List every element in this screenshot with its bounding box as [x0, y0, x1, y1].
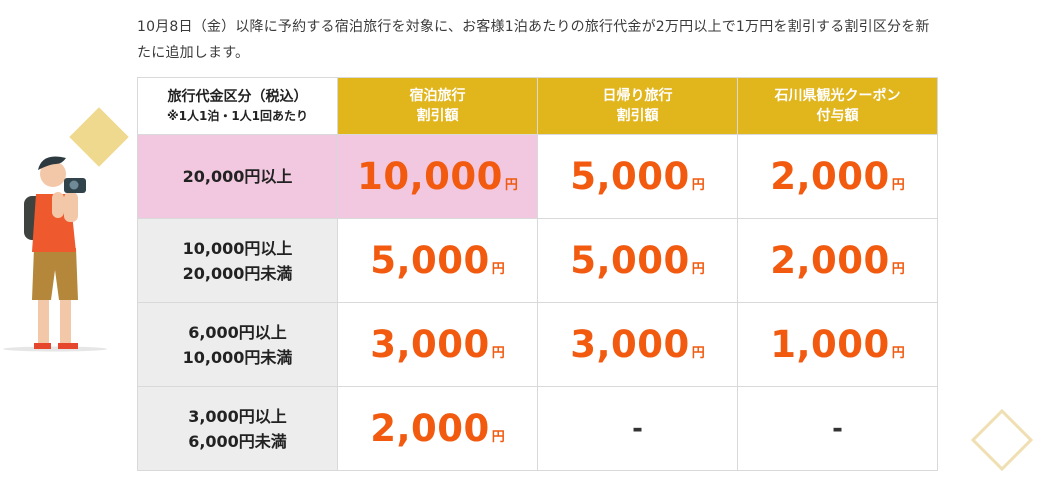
col-header-coupon-line1: 石川県観光クーポン	[774, 88, 901, 104]
yen-unit: 円	[691, 178, 705, 193]
amount-value: 2,000	[370, 407, 490, 450]
yen-unit: 円	[491, 262, 505, 277]
amount-value: 1,000	[770, 323, 890, 366]
coupon-amount-cell: -	[737, 386, 938, 471]
table-row: 20,000円以上 10,000 円 5,000 円 2,000 円	[137, 134, 938, 219]
price-category-header: 旅行代金区分（税込） ※1人1泊・1人1回あたり	[137, 77, 338, 135]
col-header-stay-line1: 宿泊旅行	[409, 88, 466, 104]
stay-discount-cell: 10,000 円	[337, 134, 538, 219]
coupon-amount-cell: 2,000 円	[737, 218, 938, 303]
diamond-outline-decoration	[970, 408, 1034, 472]
price-range-cell: 6,000円以上 10,000円未満	[137, 302, 338, 387]
intro-text: 10月8日（金）以降に予約する宿泊旅行を対象に、お客様1泊あたりの旅行代金が2万…	[137, 19, 930, 61]
price-range-cell: 3,000円以上 6,000円未満	[137, 386, 338, 471]
price-range-line1: 6,000円以上	[188, 322, 287, 342]
stay-discount-cell: 2,000 円	[337, 386, 538, 471]
stay-discount-cell: 5,000 円	[337, 218, 538, 303]
yen-unit: 円	[891, 178, 905, 193]
price-range-line1: 20,000円以上	[182, 167, 293, 186]
daytrip-discount-amount: 3,000 円	[570, 323, 705, 366]
stay-discount-amount: 3,000 円	[370, 323, 505, 366]
daytrip-discount-cell: 3,000 円	[537, 302, 738, 387]
stay-discount-amount: 5,000 円	[370, 239, 505, 282]
col-header-stay-line2: 割引額	[416, 108, 459, 124]
yen-unit: 円	[691, 262, 705, 277]
table-row: 10,000円以上 20,000円未満 5,000 円 5,000 円 2,000 円	[137, 218, 938, 303]
yen-unit: 円	[891, 346, 905, 361]
daytrip-discount-amount: 5,000 円	[570, 155, 705, 198]
price-range-line1: 10,000円以上	[182, 238, 293, 258]
yen-unit: 円	[691, 346, 705, 361]
daytrip-discount-cell: -	[537, 386, 738, 471]
amount-value: 3,000	[570, 323, 690, 366]
daytrip-discount-cell: 5,000 円	[537, 134, 738, 219]
col-header-stay: 宿泊旅行 割引額	[337, 77, 538, 135]
not-applicable-dash: -	[832, 413, 843, 444]
amount-value: 2,000	[770, 239, 890, 282]
daytrip-discount-amount: 5,000 円	[570, 239, 705, 282]
not-applicable-dash: -	[632, 413, 643, 444]
amount-value: 5,000	[570, 239, 690, 282]
corner-title: 旅行代金区分（税込）	[167, 89, 308, 105]
yen-unit: 円	[491, 346, 505, 361]
col-header-coupon-line2: 付与額	[816, 108, 859, 124]
coupon-amount: 1,000 円	[770, 323, 905, 366]
yen-unit: 円	[491, 430, 505, 445]
table-row: 6,000円以上 10,000円未満 3,000 円 3,000 円 1,000 円	[137, 302, 938, 387]
amount-value: 3,000	[370, 323, 490, 366]
price-range-cell: 10,000円以上 20,000円未満	[137, 218, 338, 303]
amount-value: 5,000	[570, 155, 690, 198]
price-range-cell: 20,000円以上	[137, 134, 338, 219]
col-header-daytrip-line2: 割引額	[616, 108, 659, 124]
daytrip-discount-cell: 5,000 円	[537, 218, 738, 303]
col-header-daytrip-line1: 日帰り旅行	[602, 88, 673, 104]
yen-unit: 円	[891, 262, 905, 277]
price-range-line1: 3,000円以上	[188, 406, 287, 426]
amount-value: 2,000	[770, 155, 890, 198]
amount-value: 10,000	[357, 155, 503, 198]
discount-table: 旅行代金区分（税込） ※1人1泊・1人1回あたり 宿泊旅行 割引額 日帰り旅行 …	[137, 77, 938, 471]
coupon-amount: 2,000 円	[770, 155, 905, 198]
stay-discount-amount: 2,000 円	[370, 407, 505, 450]
stay-discount-amount: 10,000 円	[357, 155, 518, 198]
yen-unit: 円	[504, 178, 518, 193]
table-row: 3,000円以上 6,000円未満 2,000 円 - -	[137, 386, 938, 471]
corner-note: ※1人1泊・1人1回あたり	[166, 109, 309, 123]
col-header-daytrip: 日帰り旅行 割引額	[537, 77, 738, 135]
amount-value: 5,000	[370, 239, 490, 282]
coupon-amount-cell: 1,000 円	[737, 302, 938, 387]
coupon-amount: 2,000 円	[770, 239, 905, 282]
traveler-illustration	[3, 156, 107, 352]
stay-discount-cell: 3,000 円	[337, 302, 538, 387]
price-range-line2: 6,000円未満	[188, 431, 287, 451]
col-header-coupon: 石川県観光クーポン 付与額	[737, 77, 938, 135]
price-range-line2: 10,000円未満	[182, 347, 293, 367]
coupon-amount-cell: 2,000 円	[737, 134, 938, 219]
price-range-line2: 20,000円未満	[182, 263, 293, 283]
